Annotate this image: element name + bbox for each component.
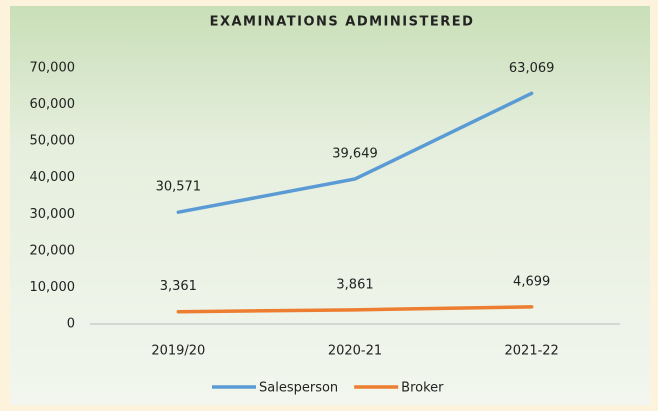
y-tick-label: 20,000: [30, 243, 76, 258]
chart-background: [10, 6, 650, 405]
data-label: 30,571: [156, 180, 202, 195]
series-line: [176, 305, 534, 314]
y-tick-label: 50,000: [30, 134, 76, 149]
x-tick-label: 2020-21: [328, 344, 382, 359]
x-tick-label: 2021-22: [505, 344, 559, 359]
series-line: [176, 91, 534, 214]
data-label: 4,699: [513, 274, 550, 289]
chart-title: EXAMINATIONS ADMINISTERED: [210, 15, 475, 30]
y-tick-label: 10,000: [30, 280, 76, 295]
data-label: 3,861: [336, 277, 373, 292]
x-tick-label: 2019/20: [151, 344, 205, 359]
y-tick-label: 30,000: [30, 207, 76, 222]
y-tick-label: 70,000: [30, 61, 76, 76]
data-label: 39,649: [332, 146, 378, 161]
y-tick-label: 60,000: [30, 97, 76, 112]
y-tick-label: 0: [67, 317, 75, 332]
data-label: 63,069: [509, 61, 555, 76]
legend-label: Salesperson: [259, 381, 338, 396]
legend-label: Broker: [401, 381, 444, 396]
y-tick-label: 40,000: [30, 170, 76, 185]
data-label: 3,361: [160, 279, 197, 294]
